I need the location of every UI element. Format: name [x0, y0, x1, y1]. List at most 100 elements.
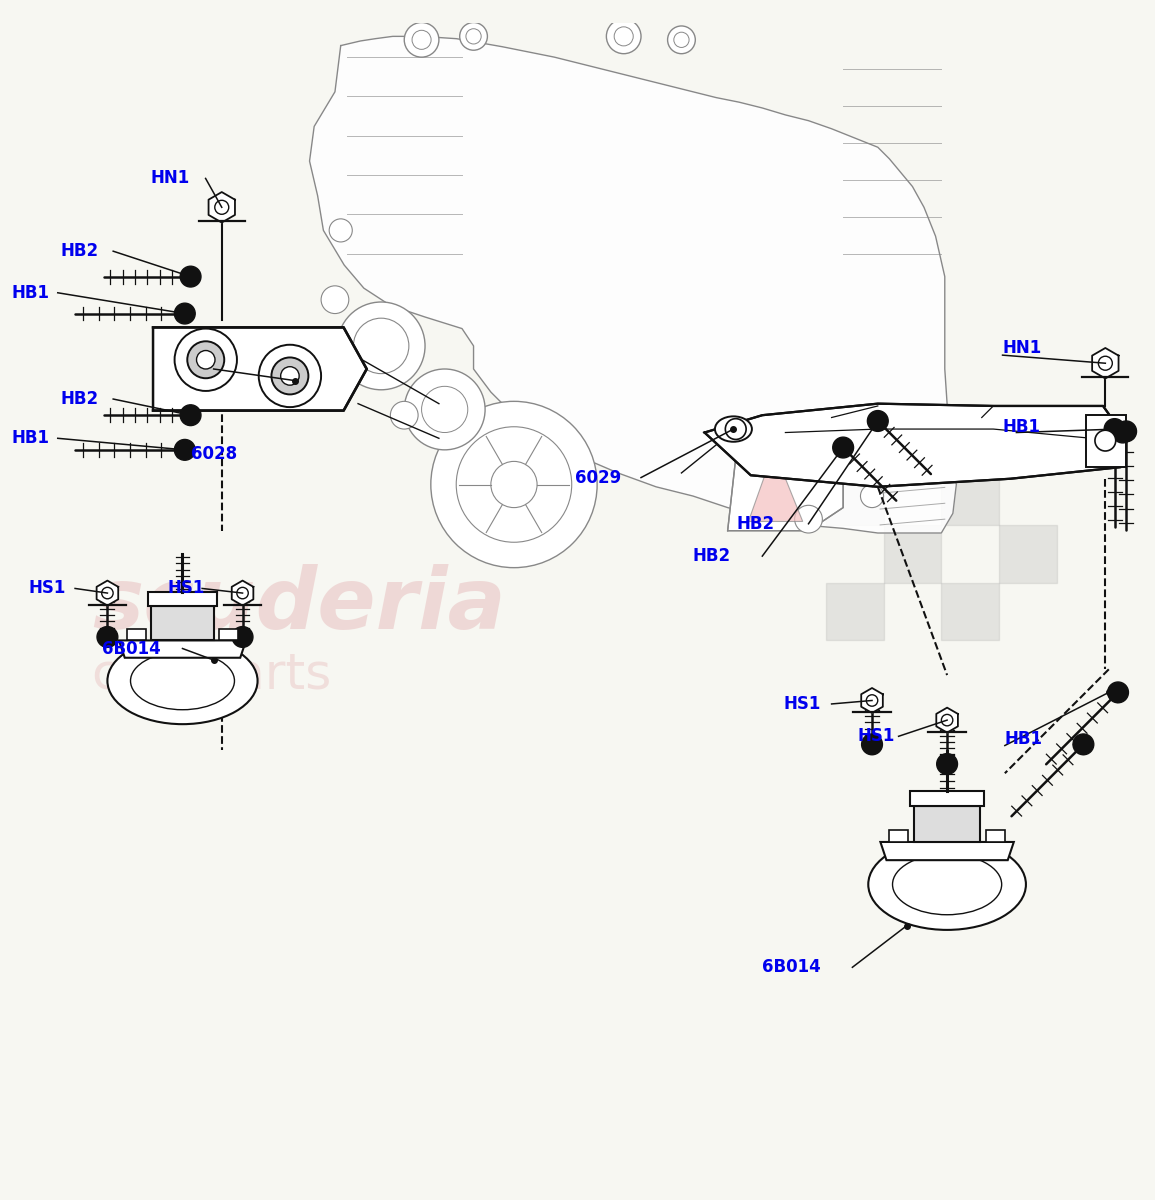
Polygon shape	[748, 450, 803, 522]
Circle shape	[102, 587, 113, 599]
Circle shape	[860, 485, 884, 508]
Polygon shape	[209, 192, 234, 222]
Polygon shape	[148, 592, 217, 606]
Circle shape	[1073, 734, 1094, 755]
Circle shape	[941, 714, 953, 726]
Circle shape	[866, 695, 878, 707]
Ellipse shape	[893, 854, 1001, 914]
Circle shape	[668, 26, 695, 54]
Bar	[884, 409, 941, 467]
Polygon shape	[889, 830, 908, 842]
Text: 6B014: 6B014	[762, 959, 821, 977]
Circle shape	[412, 30, 431, 49]
Circle shape	[1116, 421, 1137, 442]
Circle shape	[862, 734, 882, 755]
Ellipse shape	[107, 637, 258, 724]
Text: HB1: HB1	[12, 430, 50, 448]
Circle shape	[232, 626, 253, 647]
Polygon shape	[914, 805, 981, 842]
Text: scuderia: scuderia	[92, 564, 506, 647]
Text: HS1: HS1	[783, 695, 820, 713]
Circle shape	[614, 26, 633, 46]
Bar	[999, 524, 1057, 583]
Circle shape	[1104, 419, 1125, 439]
Circle shape	[606, 19, 641, 54]
Bar	[999, 409, 1057, 467]
Circle shape	[422, 386, 468, 432]
Text: HB1: HB1	[1003, 418, 1041, 436]
Polygon shape	[937, 708, 957, 732]
Circle shape	[833, 437, 854, 458]
Circle shape	[259, 344, 321, 407]
Circle shape	[867, 410, 888, 431]
Text: HB1: HB1	[1005, 730, 1043, 748]
Ellipse shape	[131, 652, 234, 709]
Polygon shape	[880, 842, 1014, 860]
Text: car  parts: car parts	[92, 652, 331, 700]
Circle shape	[174, 329, 237, 391]
Polygon shape	[728, 415, 843, 530]
Circle shape	[187, 341, 224, 378]
Circle shape	[329, 218, 352, 242]
Polygon shape	[152, 328, 367, 410]
Text: HB2: HB2	[60, 390, 98, 408]
Polygon shape	[119, 641, 246, 658]
Circle shape	[465, 29, 482, 44]
Text: HN1: HN1	[150, 169, 189, 187]
Circle shape	[196, 350, 215, 370]
Circle shape	[460, 23, 487, 50]
Bar	[941, 467, 999, 524]
Circle shape	[271, 358, 308, 395]
Circle shape	[180, 404, 201, 426]
Polygon shape	[219, 629, 238, 641]
Circle shape	[456, 427, 572, 542]
Text: HS1: HS1	[29, 580, 66, 598]
Circle shape	[174, 439, 195, 461]
Text: 6029: 6029	[575, 468, 621, 486]
Polygon shape	[150, 606, 215, 641]
Polygon shape	[310, 36, 956, 533]
Circle shape	[404, 370, 485, 450]
Circle shape	[725, 419, 746, 439]
Text: HB2: HB2	[60, 242, 98, 260]
Circle shape	[795, 505, 822, 533]
Circle shape	[174, 304, 195, 324]
Circle shape	[97, 626, 118, 647]
Circle shape	[337, 302, 425, 390]
Polygon shape	[910, 791, 984, 805]
Circle shape	[180, 266, 201, 287]
Bar	[826, 583, 884, 641]
Text: HB2: HB2	[693, 547, 731, 565]
Polygon shape	[986, 830, 1005, 842]
Text: HS1: HS1	[167, 580, 204, 598]
Ellipse shape	[715, 416, 752, 442]
Ellipse shape	[869, 839, 1026, 930]
Text: HB1: HB1	[12, 283, 50, 301]
Polygon shape	[705, 403, 1126, 487]
Circle shape	[673, 32, 690, 48]
Circle shape	[1112, 422, 1133, 443]
Text: 6B014: 6B014	[102, 640, 161, 658]
Circle shape	[237, 587, 248, 599]
Text: HB2: HB2	[737, 515, 775, 533]
Bar	[884, 524, 941, 583]
Bar	[941, 583, 999, 641]
Bar	[826, 467, 884, 524]
Circle shape	[431, 401, 597, 568]
Circle shape	[1108, 682, 1128, 703]
Text: HN1: HN1	[1003, 340, 1042, 358]
Polygon shape	[1093, 348, 1118, 378]
Circle shape	[1095, 431, 1116, 451]
Circle shape	[937, 754, 957, 774]
Text: 6028: 6028	[191, 445, 237, 463]
Circle shape	[281, 367, 299, 385]
Polygon shape	[97, 581, 118, 606]
Text: HS1: HS1	[857, 727, 894, 745]
Circle shape	[1098, 356, 1112, 371]
Polygon shape	[232, 581, 253, 606]
Circle shape	[353, 318, 409, 373]
Polygon shape	[127, 629, 146, 641]
Circle shape	[772, 448, 799, 475]
Circle shape	[491, 462, 537, 508]
Circle shape	[390, 401, 418, 430]
